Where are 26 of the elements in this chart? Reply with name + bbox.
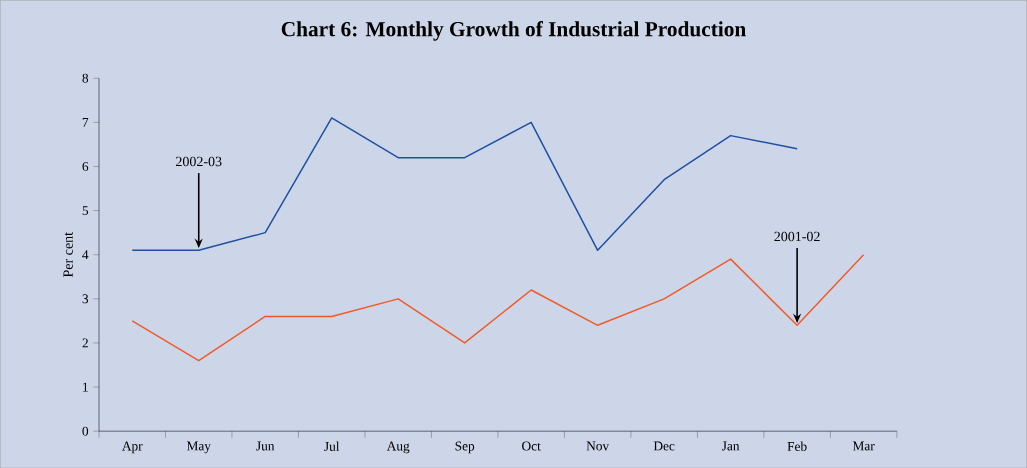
x-tick-label: Dec: [653, 441, 675, 451]
y-tick-label: 4: [82, 250, 89, 259]
y-tick-label: 5: [82, 205, 89, 215]
x-tick-label: Apr: [122, 441, 143, 453]
y-tick-label: 2: [82, 338, 88, 348]
y-tick-label: 7: [82, 117, 89, 127]
x-tick-label: Nov: [586, 441, 610, 451]
y-tick-label: 1: [83, 382, 88, 392]
x-tick-label: Oct: [522, 441, 541, 451]
x-tick-label: Sep: [455, 441, 475, 454]
y-axis-title: Per cent: [63, 231, 73, 277]
x-tick-label: Aug: [386, 441, 410, 454]
x-tick-label: Jul: [324, 441, 340, 451]
y-tick-label: 6: [82, 161, 89, 171]
annotation: 2001-02: [774, 231, 820, 241]
x-tick-label: May: [186, 441, 211, 453]
chart-title: Chart 6: Monthly Growth of Industrial Production: [281, 20, 746, 41]
x-tick-label: Mar: [852, 441, 875, 451]
annotation: 2002-03: [176, 156, 222, 166]
x-tick-label: Jun: [256, 441, 275, 451]
x-tick-label: Feb: [787, 441, 807, 451]
y-tick-label: 8: [82, 73, 89, 83]
line-series: [131, 253, 865, 362]
y-tick-label: 0: [82, 426, 89, 436]
y-tick-label: 3: [82, 294, 89, 304]
x-tick-label: Jan: [722, 441, 740, 451]
